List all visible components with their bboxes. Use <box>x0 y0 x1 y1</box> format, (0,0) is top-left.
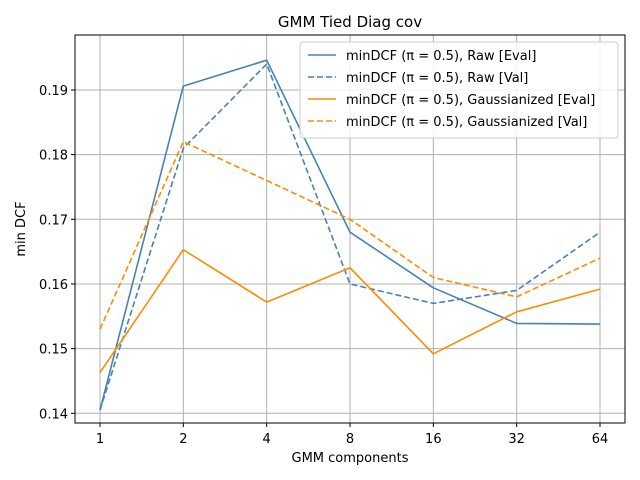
x-tick-label: 4 <box>263 432 271 447</box>
legend-box <box>299 41 619 139</box>
ticks: 1 2 4 8 16 32 64 0.14 0.15 0.16 0.17 0.18 0.19 <box>39 84 608 447</box>
legend-label: minDCF (π = 0.5), Raw [Val] <box>346 71 528 86</box>
series-line-2 <box>99 63 601 411</box>
x-tick-label: 2 <box>179 432 187 447</box>
x-tick-label: 16 <box>425 432 442 447</box>
legend: minDCF (π = 0.5), Raw [Eval] minDCF (π = … <box>299 41 619 139</box>
x-tick-label: 32 <box>508 432 525 447</box>
y-tick-label: 0.15 <box>39 343 68 358</box>
x-tick-label: 8 <box>346 432 354 447</box>
chart-title: GMM Tied Diag cov <box>278 13 422 31</box>
x-tick-label: 64 <box>592 432 609 447</box>
legend-label: minDCF (π = 0.5), Gaussianized [Val] <box>346 115 587 130</box>
legend-label: minDCF (π = 0.5), Gaussianized [Eval] <box>346 93 595 108</box>
y-tick-label: 0.16 <box>39 278 68 293</box>
x-tick-label: 1 <box>96 432 104 447</box>
series-line-3 <box>99 248 601 374</box>
y-axis-title: min DCF <box>14 201 29 256</box>
x-axis-title: GMM components <box>292 451 409 466</box>
y-tick-label: 0.14 <box>39 407 68 422</box>
series-lines <box>99 59 601 411</box>
legend-label: minDCF (π = 0.5), Raw [Eval] <box>346 49 536 64</box>
series-line-1 <box>99 59 601 411</box>
series-line-4 <box>99 140 601 330</box>
y-tick-label: 0.17 <box>39 213 68 228</box>
y-tick-label: 0.19 <box>39 84 68 99</box>
y-tick-label: 0.18 <box>39 149 68 164</box>
